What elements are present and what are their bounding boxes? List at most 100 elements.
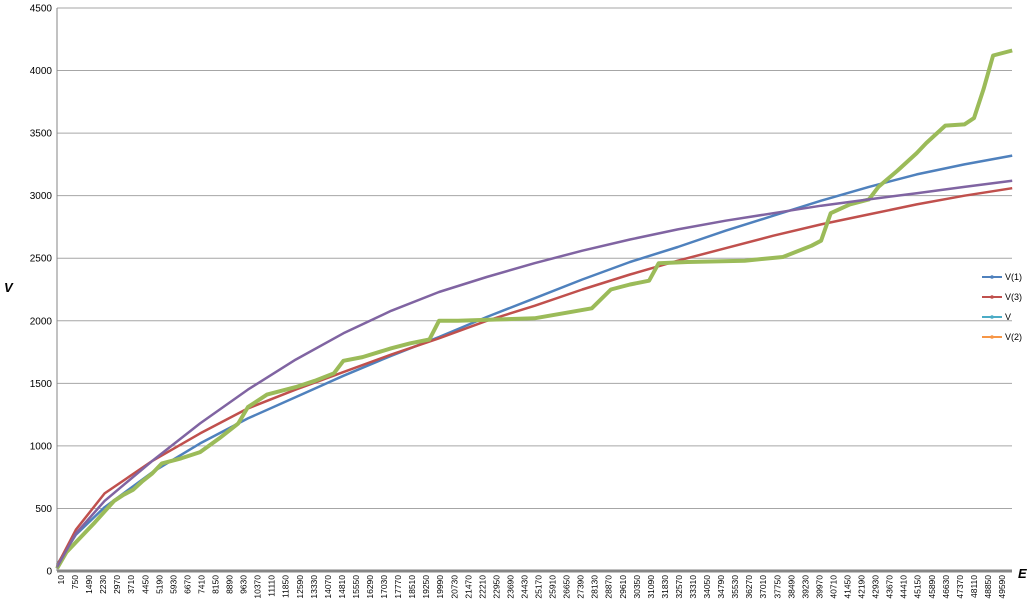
x-tick-label: 34050 — [702, 575, 712, 599]
x-tick-label: 29610 — [618, 575, 628, 599]
x-tick-label: 22950 — [491, 575, 501, 599]
y-axis-title: V — [4, 280, 14, 295]
x-tick-label: 33310 — [688, 575, 698, 599]
x-tick-label: 42190 — [857, 575, 867, 599]
x-tick-label: 17770 — [393, 575, 403, 599]
x-tick-label: 39970 — [814, 575, 824, 599]
x-tick-label: 47370 — [955, 575, 965, 599]
x-tick-label: 16290 — [365, 575, 375, 599]
x-tick-label: 36270 — [744, 575, 754, 599]
x-tick-label: 11110 — [267, 575, 277, 597]
x-tick-label: 43670 — [885, 575, 895, 599]
x-tick-label: 21470 — [463, 575, 473, 599]
gridlines — [57, 7, 1012, 509]
y-tick-label: 1000 — [30, 441, 53, 452]
x-tick-label: 42930 — [871, 575, 881, 599]
x-tick-label: 32570 — [674, 575, 684, 599]
x-tick-label: 3710 — [126, 575, 136, 594]
x-tick-label: 28130 — [590, 575, 600, 599]
y-axis-ticks: 0 500 1000 1500 2000 2500 3000 3500 4000 4500 — [30, 4, 53, 578]
x-tick-label: 10 — [56, 575, 66, 585]
x-tick-label: 25910 — [548, 575, 558, 599]
y-tick-label: 2500 — [30, 254, 53, 265]
x-tick-label: 14810 — [337, 575, 347, 599]
x-tick-label: 12590 — [295, 575, 305, 599]
y-tick-label: 4000 — [30, 66, 53, 77]
legend-label: V(1) — [1005, 272, 1022, 282]
legend-marker — [990, 275, 994, 279]
series-layer — [55, 48, 1013, 570]
x-tick-label: 13330 — [309, 575, 319, 599]
series-line-v-1- — [55, 154, 1013, 566]
x-tick-label: 9630 — [239, 575, 249, 594]
x-tick-label: 37750 — [772, 575, 782, 599]
legend-label: V — [1005, 312, 1011, 322]
series-line-v — [55, 48, 1013, 570]
x-tick-label: 11850 — [281, 575, 291, 598]
x-tick-label: 37010 — [758, 575, 768, 599]
legend-label: V(2) — [1005, 332, 1022, 342]
x-tick-label: 49590 — [997, 575, 1007, 599]
x-tick-label: 48850 — [983, 575, 993, 599]
x-tick-label: 7410 — [196, 575, 206, 594]
series-line-v-3- — [55, 186, 1013, 567]
x-tick-label: 750 — [70, 575, 80, 589]
x-tick-label: 5930 — [168, 575, 178, 594]
y-tick-label: 3500 — [30, 129, 53, 140]
x-tick-label: 14070 — [323, 575, 333, 599]
y-tick-label: 500 — [35, 504, 52, 515]
x-tick-label: 28870 — [604, 575, 614, 599]
x-tick-label: 45150 — [913, 575, 923, 599]
x-tick-label: 46630 — [941, 575, 951, 599]
x-tick-label: 24430 — [519, 575, 529, 599]
x-tick-label: 20730 — [449, 575, 459, 599]
x-tick-label: 27390 — [576, 575, 586, 599]
x-tick-label: 26650 — [562, 575, 572, 599]
x-tick-label: 35530 — [730, 575, 740, 599]
x-tick-label: 5190 — [154, 575, 164, 594]
x-tick-label: 23690 — [505, 575, 515, 599]
legend-marker — [990, 295, 994, 299]
x-tick-label: 45890 — [927, 575, 937, 599]
y-tick-label: 4500 — [30, 4, 53, 15]
x-tick-label: 38490 — [786, 575, 796, 599]
x-tick-label: 30350 — [632, 575, 642, 599]
legend-marker — [990, 335, 994, 339]
x-tick-label: 17030 — [379, 575, 389, 599]
x-tick-label: 10370 — [253, 575, 263, 599]
x-tick-label: 2970 — [112, 575, 122, 594]
legend: V(1) V(3) V V(2) — [982, 272, 1022, 342]
x-tick-label: 1490 — [84, 575, 94, 594]
x-axis-title: E — [1018, 566, 1027, 581]
x-tick-label: 18510 — [407, 575, 417, 599]
x-tick-label: 31090 — [646, 575, 656, 599]
legend-marker — [990, 315, 994, 319]
x-tick-label: 6670 — [182, 575, 192, 594]
x-tick-label: 39230 — [800, 575, 810, 599]
x-tick-label: 15550 — [351, 575, 361, 599]
x-tick-label: 41450 — [842, 575, 852, 599]
y-tick-label: 0 — [46, 567, 52, 578]
x-tick-label: 19990 — [435, 575, 445, 599]
x-tick-label: 34790 — [716, 575, 726, 599]
legend-label: V(3) — [1005, 292, 1022, 302]
x-tick-label: 44410 — [899, 575, 909, 599]
x-tick-label: 2230 — [98, 575, 108, 594]
y-tick-label: 3000 — [30, 191, 53, 202]
x-tick-label: 8890 — [225, 575, 235, 594]
y-tick-label: 2000 — [30, 316, 53, 327]
x-tick-label: 48110 — [969, 575, 979, 598]
y-tick-label: 1500 — [30, 379, 53, 390]
x-tick-label: 19250 — [421, 575, 431, 599]
x-tick-label: 8150 — [211, 575, 221, 594]
x-tick-label: 22210 — [477, 575, 487, 599]
x-tick-label: 25170 — [534, 575, 544, 599]
x-tick-label: 4450 — [140, 575, 150, 594]
x-tick-label: 31830 — [660, 575, 670, 599]
x-axis-ticks: 10 750 1490 2230 2970 3710 4450 5190 5930 6670 741… — [56, 575, 1007, 599]
axes — [56, 8, 1012, 573]
x-tick-label: 40710 — [828, 575, 838, 599]
series-line-unlabeled-4 — [55, 179, 1013, 568]
